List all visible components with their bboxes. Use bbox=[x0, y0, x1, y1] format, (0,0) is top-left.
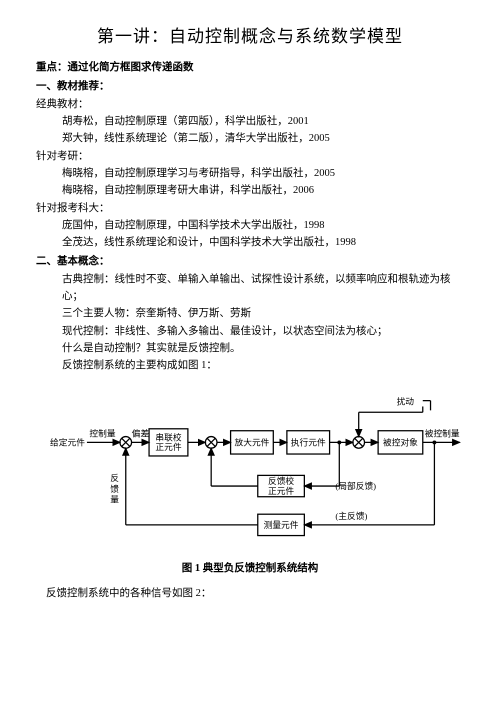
block-diagram: 给定元件控制量偏差串联校正元件放大元件执行元件扰动被控对象被控制量反馈校正元件(… bbox=[36, 389, 464, 554]
svg-text:被控对象: 被控对象 bbox=[383, 436, 418, 447]
sec2-l5: 反馈控制系统的主要构成如图 1： bbox=[36, 357, 464, 374]
sec1-l2: 胡寿松，自动控制原理（第四版），科学出版社，2001 bbox=[36, 113, 464, 130]
svg-text:测量元件: 测量元件 bbox=[264, 518, 299, 529]
page-title: 第一讲：自动控制概念与系统数学模型 bbox=[36, 22, 464, 47]
svg-text:偏差: 偏差 bbox=[132, 427, 150, 438]
svg-text:(主反馈): (主反馈) bbox=[335, 510, 367, 521]
after-caption-text: 反馈控制系统中的各种信号如图 2： bbox=[36, 585, 464, 600]
svg-text:给定元件: 给定元件 bbox=[50, 436, 85, 447]
sec2-l1: 古典控制：线性时不变、单输入单输出、试探性设计系统，以频率响应和根轨迹为核心； bbox=[36, 271, 464, 306]
sec1-l4: 针对考研： bbox=[36, 148, 464, 165]
sec1-l6: 梅晓榕，自动控制原理考研大串讲，科学出版社，2006 bbox=[36, 182, 464, 199]
sec1-l5: 梅晓榕，自动控制原理学习与考研指导，科学出版社，2005 bbox=[36, 165, 464, 182]
svg-text:(局部反馈): (局部反馈) bbox=[335, 480, 376, 491]
section2-header: 二、基本概念： bbox=[36, 253, 464, 270]
sec1-l9: 全茂达，线性系统理论和设计，中国科学技术大学出版社，1998 bbox=[36, 234, 464, 251]
sec1-l8: 庞国仲，自动控制原理，中国科学技术大学出版社，1998 bbox=[36, 217, 464, 234]
svg-text:反馈校: 反馈校 bbox=[268, 475, 294, 486]
sec1-l1: 经典教材： bbox=[36, 96, 464, 113]
sec2-l2: 三个主要人物：奈奎斯特、伊万斯、劳斯 bbox=[36, 305, 464, 322]
svg-text:扰动: 扰动 bbox=[397, 395, 415, 406]
svg-text:控制量: 控制量 bbox=[89, 427, 115, 438]
sec2-l3: 现代控制：非线性、多输入多输出、最佳设计，以状态空间法为核心； bbox=[36, 323, 464, 340]
emphasis-line: 重点：通过化简方框图求传递函数 bbox=[36, 59, 464, 76]
svg-text:被控制量: 被控制量 bbox=[425, 427, 460, 438]
sec1-l3: 郑大钟，线性系统理论（第二版），清华大学出版社，2005 bbox=[36, 130, 464, 147]
document-page: 第一讲：自动控制概念与系统数学模型 重点：通过化简方框图求传递函数 一、教材推荐… bbox=[0, 0, 500, 610]
svg-text:正元件: 正元件 bbox=[155, 441, 181, 452]
svg-text:馈: 馈 bbox=[110, 483, 119, 494]
sec2-l4: 什么是自动控制？其实就是反馈控制。 bbox=[36, 340, 464, 357]
svg-text:正元件: 正元件 bbox=[268, 484, 294, 495]
figure-caption: 图 1 典型负反馈控制系统结构 bbox=[36, 560, 464, 575]
sec1-l7: 针对报考科大： bbox=[36, 200, 464, 217]
svg-text:执行元件: 执行元件 bbox=[291, 436, 326, 447]
section1-header: 一、教材推荐： bbox=[36, 78, 464, 95]
svg-text:量: 量 bbox=[110, 494, 119, 504]
svg-text:反: 反 bbox=[110, 473, 119, 483]
svg-text:串联校: 串联校 bbox=[155, 431, 181, 442]
svg-text:放大元件: 放大元件 bbox=[235, 436, 270, 447]
